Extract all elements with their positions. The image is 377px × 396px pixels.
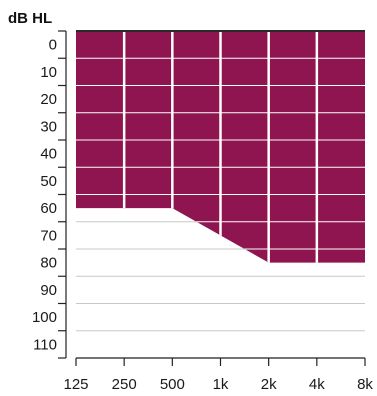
- x-tick-label: 250: [112, 376, 137, 393]
- x-tick-label: 8k: [357, 376, 373, 393]
- y-tick-label: 0: [49, 37, 57, 54]
- y-tick-label: 70: [40, 227, 57, 244]
- x-tick-label: 2k: [261, 376, 277, 393]
- y-tick-label: 90: [40, 282, 57, 299]
- y-tick-label: 20: [40, 91, 57, 108]
- y-tick-label: 60: [40, 200, 57, 217]
- x-tick-label: 500: [160, 376, 185, 393]
- y-tick-label: 40: [40, 146, 57, 163]
- x-tick-label: 1k: [213, 376, 229, 393]
- y-tick-label: 10: [40, 64, 57, 81]
- y-tick-label: 50: [40, 173, 57, 190]
- y-axis-unit-label: dB HL: [8, 10, 52, 27]
- x-tick-label: 125: [63, 376, 88, 393]
- y-tick-label: 110: [33, 336, 57, 353]
- y-tick-label: 80: [40, 255, 57, 272]
- y-tick-label: 30: [40, 118, 57, 135]
- plot-area: 0 10 20 30 40 50 60 70 80 90 100 110 125 250 500 1k 2k 4k…: [32, 30, 373, 393]
- x-tick-label: 4k: [309, 376, 325, 393]
- y-tick-label: 100: [32, 309, 57, 326]
